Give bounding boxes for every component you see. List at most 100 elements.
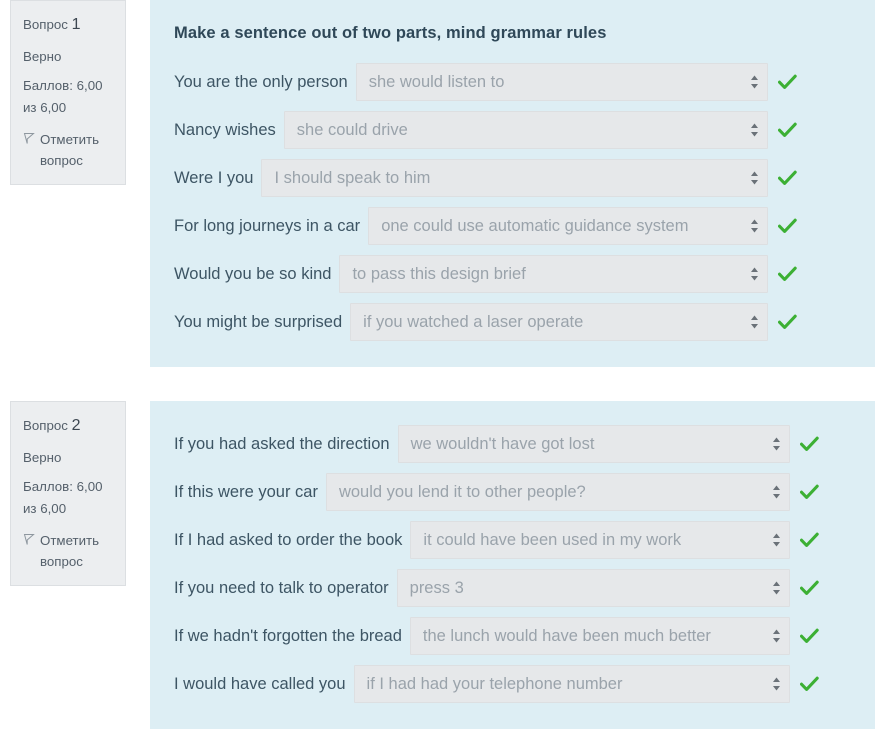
question-info-column-1: Вопрос 1 Верно Баллов: 6,00 из 6,00 Отме…: [0, 0, 150, 185]
flag-question-button-2[interactable]: Отметить вопрос: [23, 530, 115, 573]
correct-check-icon: [799, 628, 819, 644]
correct-check-icon: [778, 218, 797, 234]
answer-select-value: one could use automatic guidance system: [381, 217, 689, 235]
answer-select-value: would you lend it to other people?: [338, 483, 586, 501]
correct-check-icon: [799, 484, 819, 500]
question-panel-2: If you had asked the direction we wouldn…: [150, 401, 875, 729]
answer-rows-1: You are the only person she would listen…: [174, 63, 875, 341]
answer-select-value: it could have been used in my work: [423, 531, 682, 549]
answer-select[interactable]: to pass this design brief: [339, 255, 769, 293]
answer-select[interactable]: one could use automatic guidance system: [368, 207, 769, 245]
answer-row: You are the only person she would listen…: [174, 63, 875, 101]
chevron-updown-icon: [772, 485, 781, 500]
question-number-1: 1: [71, 16, 81, 33]
answer-select-value: if you watched a laser operate: [363, 313, 584, 331]
chevron-updown-icon: [772, 533, 781, 548]
question-label-1: Вопрос: [23, 17, 68, 32]
answer-row: You might be surprised if you watched a …: [174, 303, 875, 341]
answer-row: Would you be so kind to pass this design…: [174, 255, 875, 293]
correct-check-icon: [778, 314, 797, 330]
sentence-stem: For long journeys in a car: [174, 216, 361, 235]
answer-select-value: we wouldn't have got lost: [410, 435, 595, 453]
answer-select[interactable]: she could drive: [283, 111, 768, 149]
answer-select-value: I should speak to him: [274, 169, 431, 187]
correct-check-icon: [778, 170, 798, 186]
question-number-2: 2: [71, 417, 81, 434]
answer-row: For long journeys in a car one could use…: [174, 207, 875, 245]
correct-check-icon: [777, 122, 797, 138]
flag-question-label-1: Отметить вопрос: [40, 131, 100, 169]
chevron-updown-icon: [772, 677, 781, 692]
answer-select-value: if I had had your telephone number: [366, 675, 623, 693]
question-info-column-2: Вопрос 2 Верно Баллов: 6,00 из 6,00 Отме…: [0, 401, 150, 586]
correct-check-icon: [799, 436, 819, 452]
sentence-stem: You are the only person: [174, 72, 348, 91]
question-title-1: Make a sentence out of two parts, mind g…: [174, 24, 607, 42]
answer-select-value: press 3: [409, 579, 464, 597]
answer-select-value: the lunch would have been much better: [422, 627, 711, 645]
question-marks-1: Баллов: 6,00 из 6,00: [23, 78, 103, 115]
answer-row: I would have called you if I had had you…: [174, 665, 875, 703]
sentence-stem: Were I you: [174, 168, 254, 187]
answer-select-value: to pass this design brief: [352, 265, 526, 283]
question-status-2: Верно: [23, 449, 62, 465]
answer-select[interactable]: would you lend it to other people?: [325, 473, 790, 511]
answer-rows-2: If you had asked the direction we wouldn…: [174, 425, 875, 703]
question-info-box-1: Вопрос 1 Верно Баллов: 6,00 из 6,00 Отме…: [10, 0, 126, 185]
sentence-stem: If you need to talk to operator: [174, 578, 389, 597]
sentence-stem: If this were your car: [174, 482, 318, 501]
answer-row: If I had asked to order the book it coul…: [174, 521, 875, 559]
answer-select[interactable]: if you watched a laser operate: [350, 303, 769, 341]
chevron-updown-icon: [750, 315, 759, 330]
sentence-stem: Nancy wishes: [174, 120, 276, 139]
answer-row: If you need to talk to operator press 3: [174, 569, 875, 607]
flag-icon: [23, 132, 35, 145]
question-block-2: Вопрос 2 Верно Баллов: 6,00 из 6,00 Отме…: [0, 401, 875, 729]
flag-icon: [23, 533, 35, 546]
question-info-box-2: Вопрос 2 Верно Баллов: 6,00 из 6,00 Отме…: [10, 401, 126, 586]
correct-check-icon: [799, 580, 819, 596]
question-number-line-2: Вопрос 2: [23, 413, 115, 439]
chevron-updown-icon: [750, 267, 759, 282]
correct-check-icon: [777, 74, 797, 90]
chevron-updown-icon: [772, 629, 781, 644]
sentence-stem: If I had asked to order the book: [174, 530, 403, 549]
answer-select[interactable]: the lunch would have been much better: [409, 617, 790, 655]
sentence-stem: You might be surprised: [174, 312, 343, 331]
answer-select[interactable]: I should speak to him: [261, 159, 769, 197]
answer-select[interactable]: she would listen to: [355, 63, 768, 101]
answer-row: Were I you I should speak to him: [174, 159, 875, 197]
sentence-stem: I would have called you: [174, 674, 346, 693]
flag-question-label-2: Отметить вопрос: [40, 532, 100, 570]
question-block-1: Вопрос 1 Верно Баллов: 6,00 из 6,00 Отме…: [0, 0, 875, 367]
question-number-line-1: Вопрос 1: [23, 12, 115, 38]
section-gap: [0, 367, 875, 401]
correct-check-icon: [778, 266, 798, 282]
answer-select-value: she could drive: [296, 121, 408, 139]
correct-check-icon: [799, 676, 819, 692]
question-marks-2: Баллов: 6,00 из 6,00: [23, 479, 103, 516]
sentence-stem: Would you be so kind: [174, 264, 332, 283]
chevron-updown-icon: [750, 123, 759, 138]
answer-select[interactable]: it could have been used in my work: [410, 521, 791, 559]
sentence-stem: If you had asked the direction: [174, 434, 390, 453]
correct-check-icon: [800, 532, 820, 548]
chevron-updown-icon: [772, 581, 781, 596]
answer-select[interactable]: press 3: [396, 569, 790, 607]
answer-row: Nancy wishes she could drive: [174, 111, 875, 149]
answer-select-value: she would listen to: [368, 73, 505, 91]
chevron-updown-icon: [750, 75, 759, 90]
flag-question-button-1[interactable]: Отметить вопрос: [23, 129, 115, 172]
answer-row: If we hadn't forgotten the bread the lun…: [174, 617, 875, 655]
sentence-stem: If we hadn't forgotten the bread: [174, 626, 402, 645]
chevron-updown-icon: [772, 437, 781, 452]
chevron-updown-icon: [750, 171, 759, 186]
answer-row: If you had asked the direction we wouldn…: [174, 425, 875, 463]
answer-select[interactable]: if I had had your telephone number: [353, 665, 790, 703]
question-panel-1: Make a sentence out of two parts, mind g…: [150, 0, 875, 367]
question-label-2: Вопрос: [23, 418, 68, 433]
answer-row: If this were your car would you lend it …: [174, 473, 875, 511]
question-status-1: Верно: [23, 48, 62, 64]
answer-select[interactable]: we wouldn't have got lost: [397, 425, 790, 463]
chevron-updown-icon: [750, 219, 759, 234]
